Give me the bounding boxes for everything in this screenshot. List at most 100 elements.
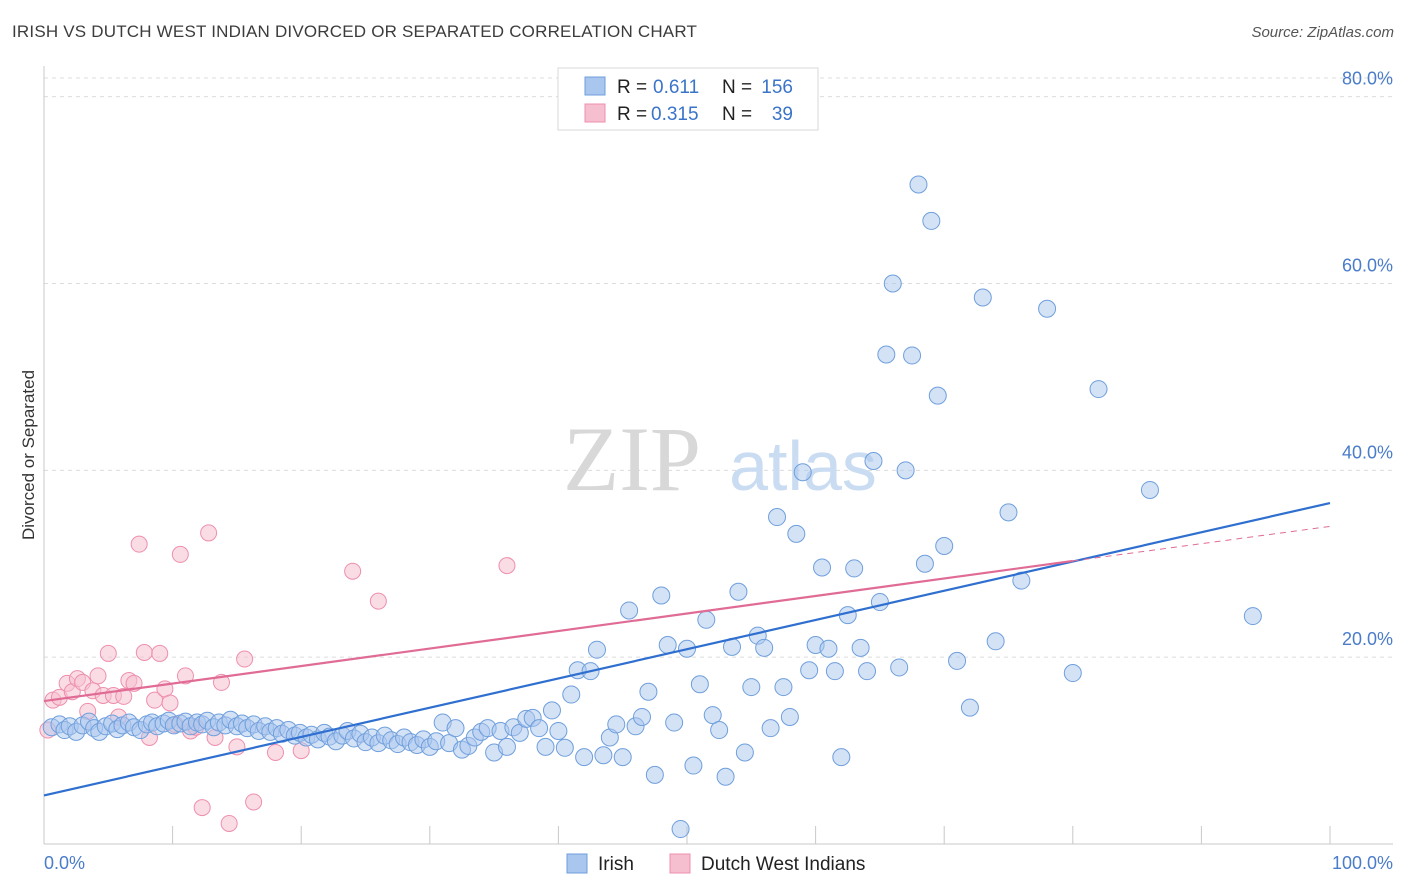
irish-point: [774, 678, 793, 697]
irish-point: [986, 632, 1005, 651]
irish-point: [684, 756, 703, 775]
irish-point: [575, 748, 594, 767]
irish-point: [639, 682, 658, 701]
irish-point: [613, 748, 632, 767]
irish-point: [761, 719, 780, 738]
irish-point: [999, 503, 1018, 522]
irish-point: [864, 452, 883, 470]
dwi-point: [130, 535, 148, 553]
legend-irish-n-value: 156: [761, 77, 793, 98]
y-tick-labels: 20.0% 40.0% 60.0% 80.0%: [1342, 69, 1393, 649]
dwi-point: [151, 644, 169, 662]
irish-point: [1243, 607, 1262, 626]
legend-irish-n-label: N =: [722, 77, 752, 98]
irish-point: [896, 461, 915, 480]
irish-point: [928, 386, 947, 405]
irish-point: [658, 636, 677, 655]
irish-point: [594, 746, 613, 765]
irish-point: [716, 767, 735, 786]
dwi-point: [99, 644, 117, 662]
dwi-trend-line: [43, 559, 1073, 703]
irish-point: [793, 463, 812, 482]
irish-point: [497, 737, 516, 756]
irish-point: [555, 738, 574, 757]
y-tick-label: 20.0%: [1342, 629, 1393, 649]
irish-point: [549, 721, 568, 740]
irish-point: [780, 707, 799, 726]
legend-dwi-n-label: N =: [722, 104, 752, 125]
legend-dwi-r-label: R =: [617, 104, 647, 125]
irish-point: [632, 707, 651, 726]
y-tick-label: 40.0%: [1342, 442, 1393, 462]
irish-point: [729, 582, 748, 601]
legend-irish-r-label: R =: [617, 77, 647, 98]
irish-point: [671, 820, 690, 839]
watermark-zip: ZIP: [563, 408, 701, 510]
chart-title: IRISH VS DUTCH WEST INDIAN DIVORCED OR S…: [12, 22, 698, 41]
axes: [43, 66, 1393, 845]
irish-point: [903, 346, 922, 365]
irish-point: [607, 715, 626, 734]
irish-point: [645, 765, 664, 784]
irish-point: [1063, 664, 1082, 683]
irish-point: [587, 640, 606, 659]
irish-point: [755, 638, 774, 657]
y-tick-label: 60.0%: [1342, 256, 1393, 276]
irish-point: [742, 678, 761, 697]
irish-point: [960, 698, 979, 717]
irish-point: [690, 675, 709, 694]
irish-point: [530, 719, 549, 738]
dwi-point: [498, 557, 516, 575]
irish-point: [877, 345, 896, 364]
legend-irish-r-value: 0.611: [653, 77, 699, 98]
irish-point: [697, 610, 716, 629]
legend-dwi-r-value: 0.315: [651, 104, 699, 125]
irish-point: [890, 658, 909, 677]
irish-point: [915, 554, 934, 573]
source-credit: Source: ZipAtlas.com: [1251, 24, 1394, 41]
irish-point: [870, 593, 889, 612]
dwi-point: [115, 687, 133, 705]
dwi-point: [161, 694, 179, 712]
legend-box: R = 0.611 N = 156 R = 0.315 N = 39: [557, 67, 819, 131]
irish-point: [735, 743, 754, 762]
irish-point: [845, 559, 864, 578]
dwi-point: [200, 524, 218, 542]
dwi-point: [344, 562, 362, 580]
irish-point: [768, 508, 787, 527]
watermark: ZIP atlas: [563, 408, 877, 510]
dwi-point: [245, 793, 263, 811]
irish-point: [858, 662, 877, 681]
irish-point: [948, 651, 967, 670]
trend-lines: [43, 501, 1331, 797]
dwi-point: [171, 545, 189, 563]
irish-point: [851, 638, 870, 657]
gridlines: [44, 77, 1393, 658]
irish-point: [800, 661, 819, 680]
irish-point: [922, 211, 941, 230]
dutch-west-indians-points: [39, 524, 516, 832]
irish-point: [1012, 571, 1031, 590]
irish-point: [536, 737, 555, 756]
irish-point: [703, 706, 722, 725]
irish-point: [665, 713, 684, 732]
irish-trend-line: [43, 501, 1331, 797]
legend-dwi-n-value: 39: [772, 104, 793, 125]
irish-points: [42, 175, 1262, 839]
irish-point: [710, 721, 729, 740]
irish-point: [1140, 480, 1159, 499]
irish-point: [973, 288, 992, 307]
bottom-legend: Irish Dutch West Indians: [566, 853, 865, 875]
dwi-point: [135, 644, 153, 661]
legend-dwi-swatch: [584, 103, 606, 123]
dwi-point: [266, 743, 284, 761]
irish-point: [542, 701, 561, 720]
irish-point: [883, 274, 902, 293]
dwi-point: [236, 650, 254, 668]
irish-point: [935, 537, 954, 556]
bottom-legend-dwi-label: Dutch West Indians: [701, 854, 865, 875]
bottom-legend-irish-swatch: [566, 853, 588, 874]
dwi-point: [220, 814, 238, 832]
irish-point: [1089, 380, 1108, 399]
